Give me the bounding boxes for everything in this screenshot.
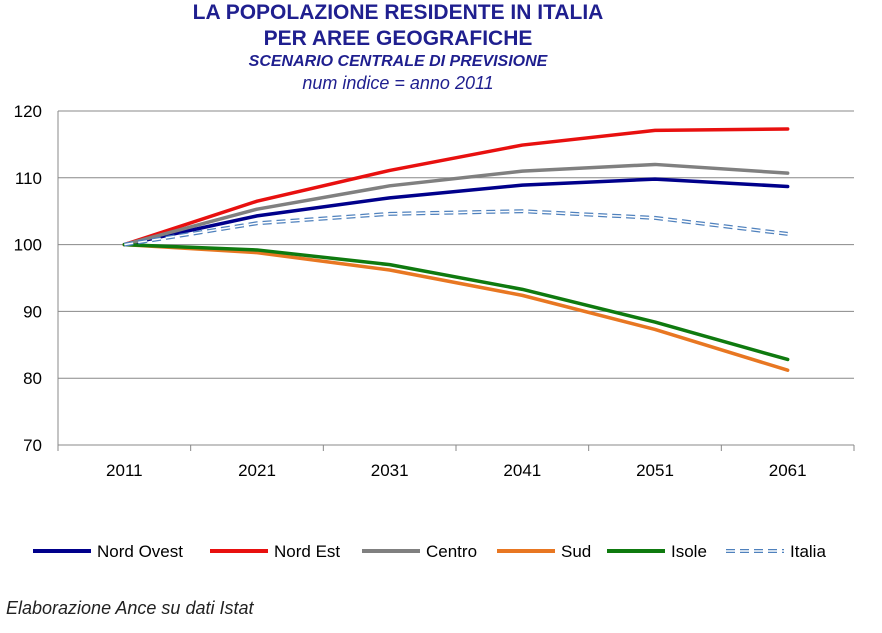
x-tick-label: 2061 (769, 461, 807, 480)
source-credit: Elaborazione Ance su dati Istat (6, 598, 254, 618)
x-tick-label: 2021 (238, 461, 276, 480)
y-tick-label: 120 (14, 102, 42, 121)
y-tick-label: 80 (23, 369, 42, 388)
legend-label-nord-est: Nord Est (274, 542, 340, 561)
chart-subtitle: SCENARIO CENTRALE DI PREVISIONE (248, 53, 548, 70)
title-block: LA POPOLAZIONE RESIDENTE IN ITALIA PER A… (0, 0, 796, 94)
chart-title-line2: PER AREE GEOGRAFICHE (263, 27, 533, 50)
series-line-italia (124, 210, 788, 246)
x-tick-label: 2011 (106, 461, 143, 480)
series-line-isole (122, 242, 790, 362)
series-line-sud (122, 242, 790, 372)
y-tick-label: 90 (23, 302, 42, 321)
x-tick-label: 2051 (636, 461, 674, 480)
series-line-nord-est (122, 127, 790, 247)
series-line-centro (122, 162, 790, 247)
legend-label-sud: Sud (561, 542, 591, 561)
legend-label-isole: Isole (671, 542, 707, 561)
legend-label-centro: Centro (426, 542, 477, 561)
x-tick-label: 2041 (503, 461, 541, 480)
y-tick-label: 100 (14, 236, 42, 255)
x-tick-label: 2031 (371, 461, 409, 480)
y-tick-label: 70 (23, 436, 42, 455)
series-line-nord-ovest (122, 177, 790, 247)
legend-label-italia: Italia (790, 542, 826, 561)
chart-index-note: num indice = anno 2011 (302, 73, 494, 93)
chart-title-line1: LA POPOLAZIONE RESIDENTE IN ITALIA (192, 1, 604, 24)
legend-label-nord-ovest: Nord Ovest (97, 542, 183, 561)
y-tick-label: 110 (15, 169, 42, 188)
